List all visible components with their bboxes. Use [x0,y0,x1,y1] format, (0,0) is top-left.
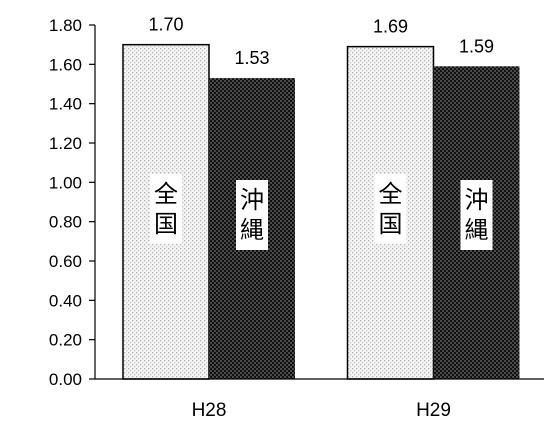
data-label: 1.70 [148,15,183,35]
y-tick-label: 1.80 [49,16,82,35]
series-label-box [460,180,493,250]
x-axis: H28 H29 [95,378,544,421]
y-tick-label: 0.00 [49,370,82,389]
series-label-char: 沖 [240,186,264,214]
series-label-char: 縄 [240,216,264,244]
y-tick-label: 1.60 [49,55,82,74]
y-tick-label: 0.60 [49,252,82,271]
series-label-box [150,174,182,244]
series-label-char: 沖 [465,186,489,214]
y-axis: 0.00 0.20 0.40 0.60 0.80 1.00 1.20 1.40 1.60 1.80 [49,16,96,389]
x-category-label: H28 [192,400,227,421]
y-tick-label: 1.40 [49,95,82,114]
series-label-char: 全 [379,180,403,208]
series-label-char: 全 [154,180,178,208]
y-tick-label: 0.40 [49,291,82,310]
y-tick-label: 0.20 [49,331,82,350]
series-label-box [236,180,268,250]
y-tick-label: 1.20 [49,134,82,153]
series-label-char: 国 [154,210,178,238]
series-label-char: 縄 [465,216,489,244]
x-category-label: H29 [416,400,451,421]
y-tick-label: 0.80 [49,213,82,232]
y-tick-label: 1.00 [49,173,82,192]
series-label-box [374,174,407,244]
data-label: 1.53 [234,48,269,68]
data-label: 1.69 [373,17,408,37]
series-label-char: 国 [379,210,403,238]
data-label: 1.59 [459,36,494,56]
